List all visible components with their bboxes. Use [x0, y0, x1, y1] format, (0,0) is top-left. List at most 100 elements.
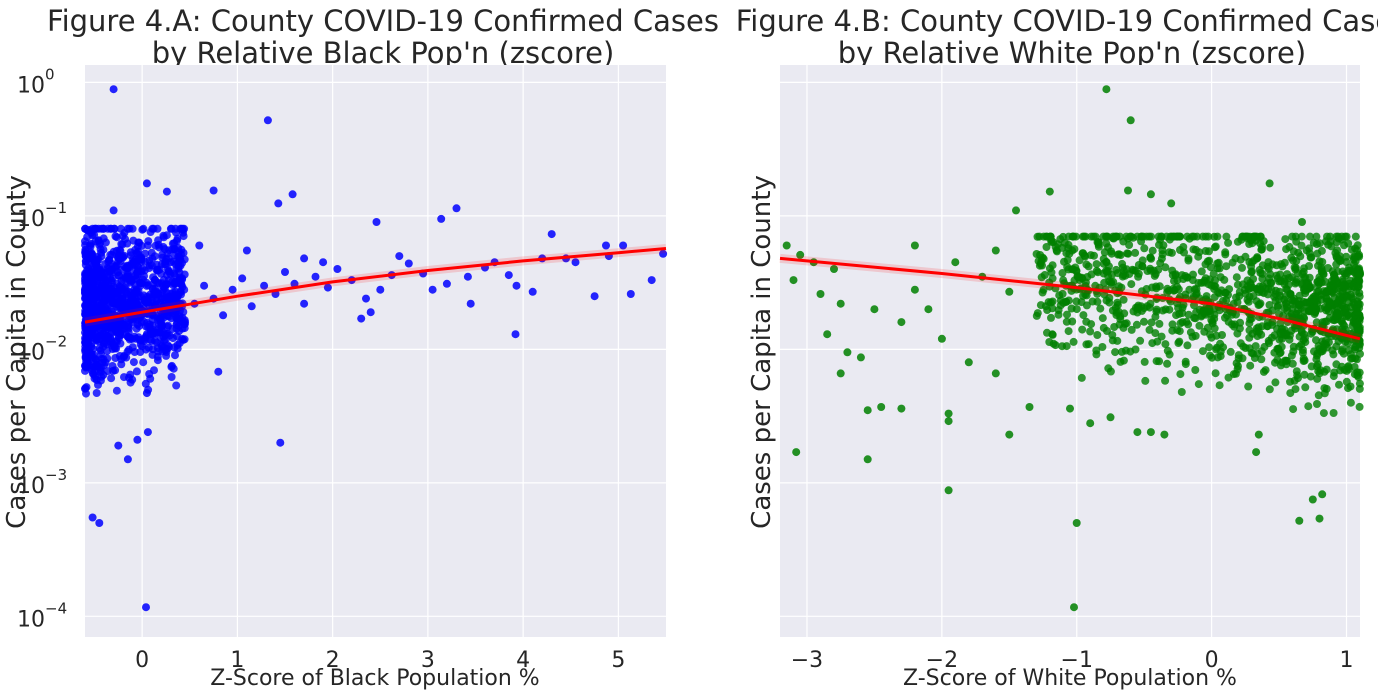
chart-b-point — [1231, 369, 1240, 378]
chart-b-point — [1152, 284, 1161, 293]
chart-b-point — [1312, 240, 1321, 249]
chart-b-point — [1245, 326, 1254, 335]
chart-a-point — [602, 241, 610, 250]
chart-a-point — [141, 379, 150, 388]
chart-b-point — [1072, 305, 1081, 314]
chart-b-point — [1328, 300, 1337, 309]
chart-b-point — [1025, 403, 1034, 411]
chart-b-point — [1145, 325, 1154, 334]
chart-b-point — [1353, 322, 1362, 331]
chart-b-point — [1266, 243, 1275, 252]
chart-b-point — [1214, 258, 1223, 267]
chart-a-point — [145, 298, 154, 306]
chart-a-point — [357, 314, 366, 323]
chart-b-point — [843, 348, 852, 357]
chart-b-point — [1047, 313, 1055, 322]
chart-a-point — [159, 328, 168, 337]
chart-b-point — [863, 406, 872, 415]
chart-b-point — [1206, 330, 1215, 339]
chart-b-point — [1261, 366, 1270, 375]
chart-a-point — [147, 248, 156, 257]
chart-b-point — [870, 305, 879, 314]
chart-b-point — [1106, 413, 1115, 422]
chart-b-point — [1113, 336, 1122, 345]
chart-a-y-tick-label: 10 — [17, 474, 45, 499]
chart-b-point — [1316, 304, 1325, 313]
chart-b-point — [1064, 327, 1073, 336]
chart-a-point — [219, 311, 228, 320]
chart-b-point — [1049, 339, 1058, 348]
chart-a-point — [290, 279, 299, 288]
chart-b-point — [1141, 376, 1150, 385]
chart-a-point — [103, 354, 112, 363]
chart-b-point — [1284, 280, 1293, 289]
chart-b-point — [1252, 448, 1261, 457]
chart-a-x-tick-label: 3 — [421, 648, 435, 673]
chart-b-point — [1254, 430, 1263, 439]
chart-a-x-tick-label: 5 — [611, 648, 625, 673]
chart-b-point — [1255, 300, 1264, 309]
chart-b-x-tick-label: 1 — [1340, 648, 1354, 673]
chart-a-point — [93, 256, 101, 265]
chart-a-point — [107, 276, 116, 285]
chart-a-point — [115, 246, 124, 254]
chart-a-point — [626, 290, 635, 298]
chart-b-point — [1296, 301, 1305, 310]
chart-b-point — [1127, 325, 1136, 334]
chart-b-point — [1322, 365, 1331, 374]
chart-b-point — [1346, 266, 1355, 275]
chart-b-point — [1246, 315, 1255, 324]
chart-b-point — [1321, 336, 1330, 345]
chart-a-point — [619, 241, 628, 250]
chart-a-point — [170, 239, 179, 248]
chart-a-point — [133, 435, 142, 444]
chart-b-point — [1062, 249, 1071, 258]
chart-b-point — [1140, 317, 1148, 326]
chart-a-point — [135, 238, 144, 247]
chart-b-point — [1226, 347, 1235, 356]
chart-a-point — [119, 253, 127, 262]
chart-b-point — [1327, 242, 1336, 251]
chart-b-point — [1233, 298, 1242, 307]
chart-b-point — [1168, 320, 1177, 329]
chart-b-point — [1342, 304, 1351, 312]
chart-b-point — [1314, 261, 1322, 270]
chart-b-point — [1122, 319, 1131, 328]
chart-b-point — [1078, 249, 1087, 258]
chart-b-point — [1289, 342, 1298, 351]
chart-b-point — [1295, 516, 1304, 525]
chart-a-point — [167, 361, 176, 370]
chart-a-point — [512, 281, 521, 290]
chart-a-point — [142, 330, 151, 339]
chart-a-point — [528, 287, 537, 296]
chart-b-point — [1328, 346, 1337, 355]
chart-a-point — [162, 308, 170, 317]
chart-b-point — [830, 265, 838, 273]
chart-a-point — [167, 373, 176, 381]
chart-b-fit — [779, 253, 1362, 344]
chart-b-point — [1198, 232, 1207, 241]
chart-b-point — [1098, 314, 1107, 323]
chart-b-point — [1127, 280, 1136, 289]
chart-b-point — [1275, 310, 1284, 319]
chart-b-point — [877, 403, 886, 411]
chart-b-point — [1180, 248, 1188, 257]
chart-b-x-tick-label: −2 — [926, 648, 958, 673]
chart-b-point — [1291, 324, 1300, 333]
chart-b-point — [1054, 306, 1063, 315]
chart-b-point — [1059, 276, 1068, 285]
chart-b-point — [1271, 378, 1280, 387]
chart-b-point — [1191, 366, 1200, 374]
chart-b-point — [1249, 292, 1258, 301]
chart-b-point — [1246, 280, 1255, 289]
chart-b-point — [1321, 277, 1330, 286]
chart-a-point — [242, 246, 251, 255]
chart-a-point — [195, 241, 204, 250]
chart-b-point — [1276, 319, 1285, 328]
chart-a-point — [174, 314, 183, 323]
chart-b-point — [1289, 247, 1298, 256]
chart-a-point — [590, 292, 599, 301]
chart-b-point — [1222, 296, 1231, 305]
chart-b-point — [1145, 232, 1154, 241]
chart-b-point — [1308, 495, 1317, 504]
